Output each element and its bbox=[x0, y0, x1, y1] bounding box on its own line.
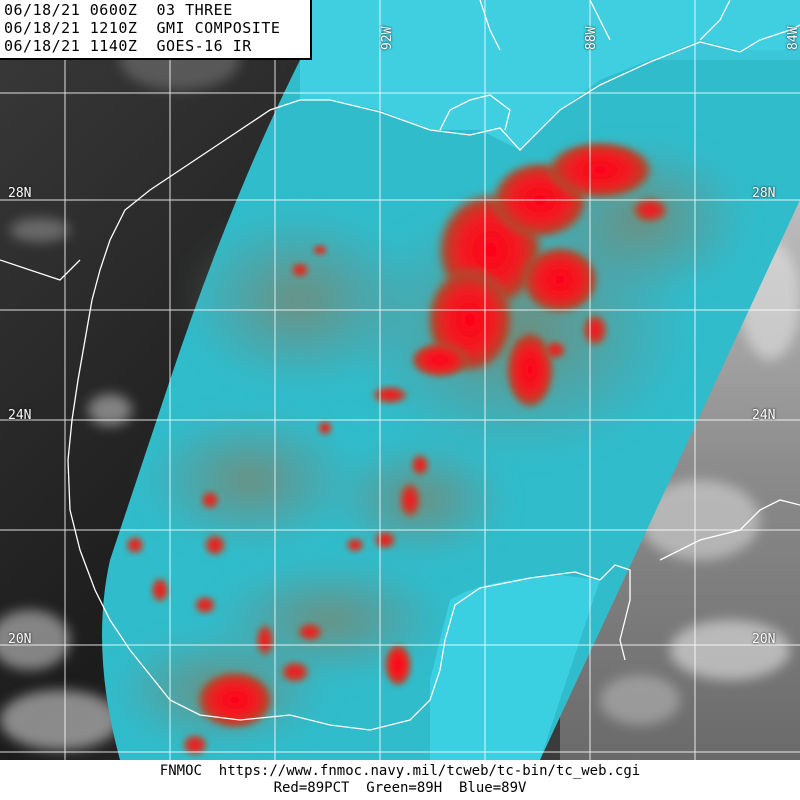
lat-label-28n-west: 28N bbox=[8, 186, 32, 201]
product-header: 06/18/21 0600Z 03 THREE 06/18/21 1210Z G… bbox=[0, 0, 312, 60]
lon-label-92w: 92W bbox=[380, 26, 395, 50]
lat-label-28n-east: 28N bbox=[752, 186, 776, 201]
map-canvas bbox=[0, 0, 800, 760]
convection-cells bbox=[125, 140, 670, 757]
header-storm-line: 06/18/21 0600Z 03 THREE bbox=[4, 1, 233, 19]
header-goes-line: 06/18/21 1140Z GOES-16 IR bbox=[4, 37, 252, 55]
lon-label-88w: 88W bbox=[584, 26, 599, 50]
lat-label-20n-east: 20N bbox=[752, 632, 776, 647]
header-gmi-line: 06/18/21 1210Z GMI COMPOSITE bbox=[4, 19, 281, 37]
product-footer: FNMOC https://www.fnmoc.navy.mil/tcweb/t… bbox=[0, 760, 800, 800]
lon-label-84w: 84W bbox=[786, 26, 800, 50]
lat-label-24n-east: 24N bbox=[752, 408, 776, 423]
lat-lon-grid bbox=[0, 0, 800, 760]
footer-source-url: FNMOC https://www.fnmoc.navy.mil/tcweb/t… bbox=[159, 763, 641, 779]
footer-color-legend: Red=89PCT Green=89H Blue=89V bbox=[273, 780, 527, 796]
satellite-image: 28N 28N 24N 24N 20N 20N 92W 88W 84W bbox=[0, 0, 800, 760]
lat-label-24n-west: 24N bbox=[8, 408, 32, 423]
gulf-coast-land bbox=[300, 0, 800, 150]
lat-label-20n-west: 20N bbox=[8, 632, 32, 647]
yucatan-land bbox=[430, 575, 600, 760]
